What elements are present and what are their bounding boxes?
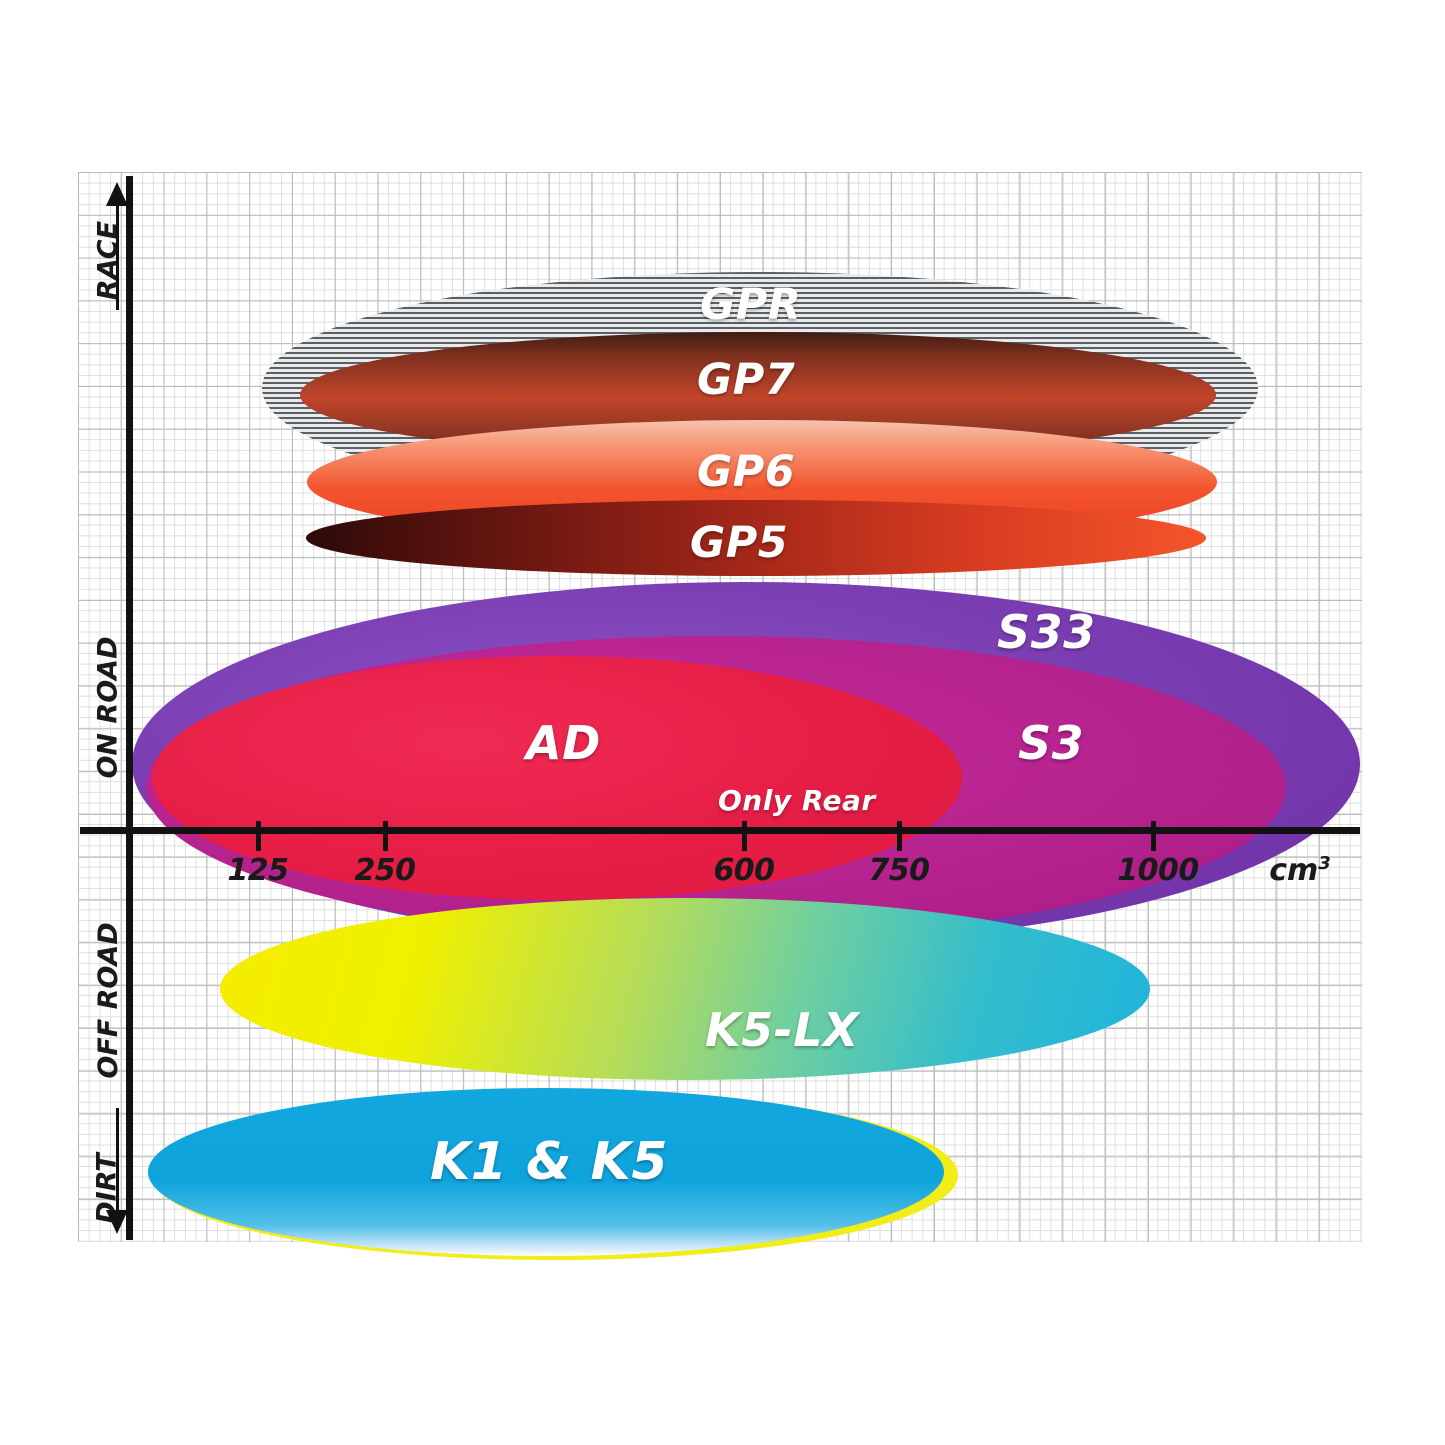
x-tick-label-600: 600 xyxy=(713,853,775,888)
bubble-label-ad: AD xyxy=(526,716,601,770)
x-axis-unit-label: cm3 xyxy=(1269,853,1331,888)
x-tick-125 xyxy=(256,821,261,851)
x-tick-label-750: 750 xyxy=(868,853,930,888)
bubble-label-s33: S33 xyxy=(997,605,1096,659)
dirt-arrow-shaft xyxy=(116,1108,119,1213)
x-tick-1000 xyxy=(1151,821,1156,851)
bubble-k1k5[interactable] xyxy=(148,1088,944,1256)
x-axis-line xyxy=(80,827,1360,834)
x-tick-250 xyxy=(383,821,388,851)
y-axis-line xyxy=(126,176,133,1240)
bubble-label-s3: S3 xyxy=(1018,716,1085,770)
bubble-label-gp7: GP7 xyxy=(697,355,796,405)
bubble-label-k5lx: K5-LX xyxy=(705,1003,860,1057)
x-tick-label-1000: 1000 xyxy=(1117,853,1199,888)
x-axis-unit-text: cm xyxy=(1269,853,1319,888)
dirt-arrow-down-icon xyxy=(106,1210,128,1234)
bubble-label-gp6: GP6 xyxy=(697,447,796,497)
bubble-ad[interactable] xyxy=(152,656,962,900)
bubble-label-k1k5: K1 & K5 xyxy=(430,1132,669,1192)
race-arrow-shaft xyxy=(116,205,119,310)
bubble-label-gpr: GPR xyxy=(700,280,802,330)
x-tick-label-125: 125 xyxy=(227,853,289,888)
x-tick-600 xyxy=(742,821,747,851)
y-axis-label-on-road: ON ROAD xyxy=(92,636,124,779)
bubble-gp5[interactable] xyxy=(306,500,1206,576)
x-axis-unit-exponent: 3 xyxy=(1318,853,1331,874)
x-tick-label-250: 250 xyxy=(354,853,416,888)
y-axis-label-off-road: OFF ROAD xyxy=(93,922,124,1079)
bubble-k5lx[interactable] xyxy=(220,898,1150,1080)
x-tick-750 xyxy=(897,821,902,851)
bubble-label-gp5: GP5 xyxy=(690,518,789,568)
race-arrow-up-icon xyxy=(106,182,128,206)
bubble-label-only-rear: Only Rear xyxy=(718,784,876,817)
